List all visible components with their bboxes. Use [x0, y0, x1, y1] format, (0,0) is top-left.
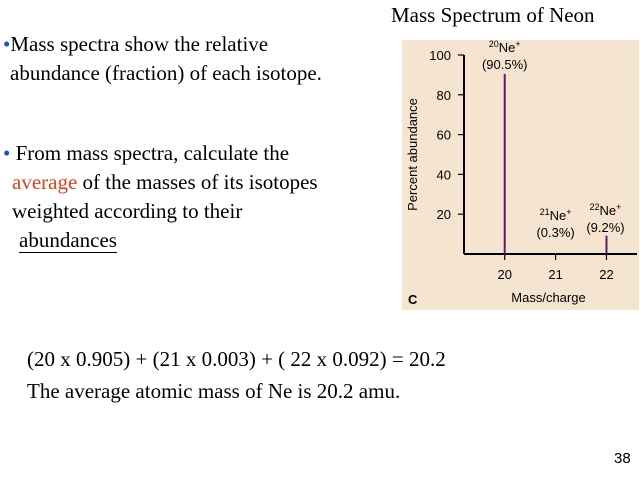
y-tick-label: 80 — [437, 88, 451, 103]
underlined-abundances: abundances — [19, 228, 117, 253]
bullet-1-line-1: •Mass spectra show the relative — [3, 32, 269, 56]
peak-label-22: 22Ne+ — [590, 202, 622, 218]
x-tick-label: 20 — [497, 267, 511, 282]
y-tick-label: 40 — [437, 167, 451, 182]
bullet-marker: • — [3, 32, 11, 56]
panel-label: C — [408, 292, 418, 307]
bullet-1-line-2: abundance (fraction) of each isotope. — [10, 61, 322, 85]
bullet-2-line-3: weighted according to their — [12, 199, 243, 223]
y-tick-label: 60 — [437, 128, 451, 143]
bullet-2-line-2: average of the masses of its isotopes — [12, 170, 318, 194]
peak-label-21: 21Ne+ — [540, 207, 572, 223]
bullet-2-line-4: abundances — [19, 226, 117, 254]
peak-percent-20: (90.5%) — [482, 57, 528, 72]
x-axis-label: Mass/charge — [511, 290, 585, 305]
y-tick-label: 20 — [437, 207, 451, 222]
chart-svg: 20 40 60 80 100 20 21 22 Percent abundance Mass/c… — [405, 39, 637, 307]
mass-spectrum-chart: 20 40 60 80 100 20 21 22 Percent abundance Mass/c… — [402, 39, 639, 310]
highlight-average: average — [12, 170, 78, 194]
x-tick-label: 21 — [548, 267, 562, 282]
peak-label-20: 20Ne+ — [489, 40, 521, 55]
chart-title: Mass Spectrum of Neon — [391, 3, 595, 27]
peak-percent-22: (9.2%) — [586, 220, 624, 235]
peak-percent-21: (0.3%) — [536, 225, 574, 240]
weighted-average-equation: (20 x 0.905) + (21 x 0.003) + ( 22 x 0.0… — [27, 347, 446, 371]
conclusion-text: The average atomic mass of Ne is 20.2 am… — [27, 379, 401, 403]
bullet-2-line-1: • From mass spectra, calculate the — [3, 141, 290, 165]
y-axis-label: Percent abundance — [405, 98, 420, 211]
page-number: 38 — [614, 450, 631, 467]
y-tick-label: 100 — [429, 48, 451, 63]
x-tick-label: 22 — [599, 267, 613, 282]
bullet-marker: • — [3, 141, 11, 165]
